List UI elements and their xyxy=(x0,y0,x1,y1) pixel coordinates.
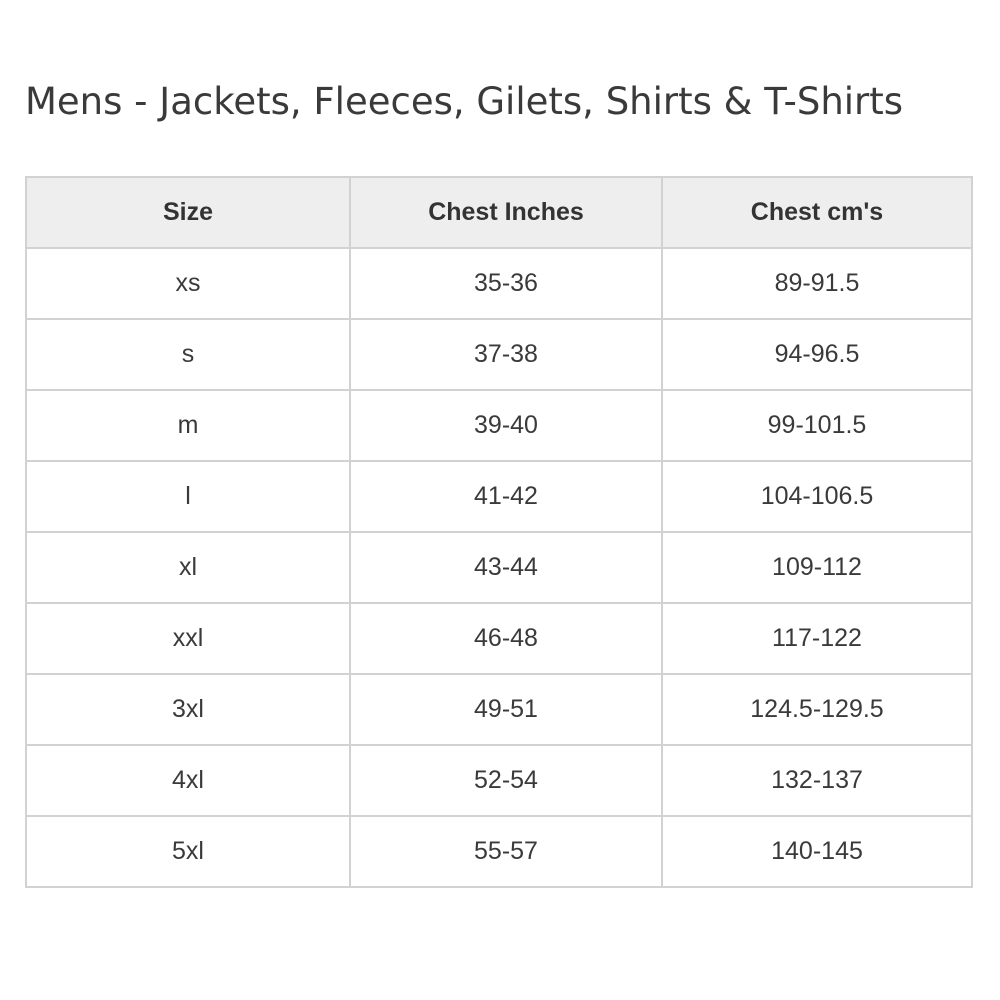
table-row: m 39-40 99-101.5 xyxy=(25,389,973,462)
table-row: xxl 46-48 117-122 xyxy=(25,602,973,675)
cell-chest-cm: 140-145 xyxy=(661,815,973,888)
cell-chest-inches: 52-54 xyxy=(349,744,663,817)
header-chest-cm: Chest cm's xyxy=(661,176,973,249)
cell-chest-inches: 41-42 xyxy=(349,460,663,533)
cell-chest-cm: 109-112 xyxy=(661,531,973,604)
table-row: l 41-42 104-106.5 xyxy=(25,460,973,533)
table-row: xl 43-44 109-112 xyxy=(25,531,973,604)
cell-size: xl xyxy=(25,531,351,604)
cell-chest-inches: 43-44 xyxy=(349,531,663,604)
cell-chest-inches: 49-51 xyxy=(349,673,663,746)
cell-chest-inches: 46-48 xyxy=(349,602,663,675)
cell-chest-cm: 99-101.5 xyxy=(661,389,973,462)
cell-size: l xyxy=(25,460,351,533)
cell-chest-cm: 89-91.5 xyxy=(661,247,973,320)
cell-size: xs xyxy=(25,247,351,320)
cell-size: xxl xyxy=(25,602,351,675)
cell-chest-inches: 39-40 xyxy=(349,389,663,462)
page-title: Mens - Jackets, Fleeces, Gilets, Shirts … xyxy=(25,80,904,123)
cell-chest-cm: 132-137 xyxy=(661,744,973,817)
cell-chest-cm: 104-106.5 xyxy=(661,460,973,533)
cell-size: 4xl xyxy=(25,744,351,817)
cell-size: m xyxy=(25,389,351,462)
cell-chest-cm: 124.5-129.5 xyxy=(661,673,973,746)
cell-chest-cm: 94-96.5 xyxy=(661,318,973,391)
cell-chest-inches: 55-57 xyxy=(349,815,663,888)
header-size: Size xyxy=(25,176,351,249)
table-row: xs 35-36 89-91.5 xyxy=(25,247,973,320)
cell-chest-inches: 35-36 xyxy=(349,247,663,320)
cell-chest-cm: 117-122 xyxy=(661,602,973,675)
cell-size: 3xl xyxy=(25,673,351,746)
size-chart-table: Size Chest Inches Chest cm's xs 35-36 89-9… xyxy=(25,176,973,888)
table-row: 3xl 49-51 124.5-129.5 xyxy=(25,673,973,746)
header-chest-inches: Chest Inches xyxy=(349,176,663,249)
table-row: s 37-38 94-96.5 xyxy=(25,318,973,391)
cell-size: s xyxy=(25,318,351,391)
table-row: 5xl 55-57 140-145 xyxy=(25,815,973,888)
cell-chest-inches: 37-38 xyxy=(349,318,663,391)
table-header-row: Size Chest Inches Chest cm's xyxy=(25,176,973,249)
table-row: 4xl 52-54 132-137 xyxy=(25,744,973,817)
cell-size: 5xl xyxy=(25,815,351,888)
